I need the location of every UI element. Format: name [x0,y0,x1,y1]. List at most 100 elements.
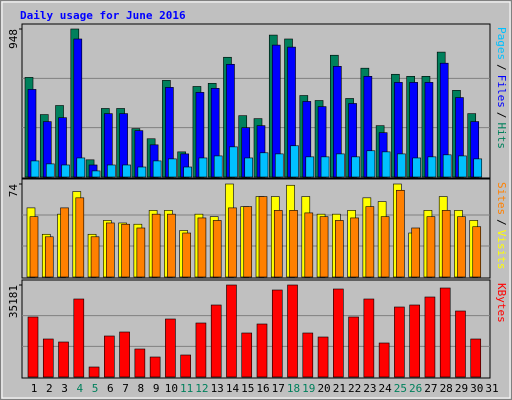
x-tick-label: 4 [76,382,83,395]
x-tick-label: 15 [241,382,254,395]
bar [378,342,390,378]
bar [106,222,115,278]
bar [439,287,451,378]
x-tick-label: 28 [440,382,453,395]
bar [381,151,391,178]
bar [305,156,315,178]
x-tick-label: 16 [256,382,269,395]
x-tick-label: 23 [363,382,376,395]
bar [195,322,207,378]
bar [317,336,329,378]
bar [473,158,483,178]
bar [167,213,176,278]
bar [335,220,344,278]
bar [442,154,452,178]
x-tick-label: 19 [302,382,315,395]
bar [180,354,191,378]
bar [136,227,146,278]
bar [122,164,131,178]
x-tick-label: 18 [287,382,300,395]
bar [88,366,100,378]
legend: Sites / Visits [495,182,508,270]
bar [290,145,299,178]
legend: Pages / Files / Hits [495,27,508,149]
bar [210,304,222,378]
bar [319,216,329,278]
bar [197,217,207,278]
bar [107,164,116,178]
bar [302,332,314,378]
x-tick-label: 24 [379,382,393,395]
bar [183,166,192,178]
bar [244,157,254,178]
bar [151,213,161,278]
x-tick-label: 5 [92,382,99,395]
bar [380,216,390,278]
x-tick-label: 2 [46,382,53,395]
bar [394,306,405,378]
legend-separator: / [495,219,508,226]
bar [289,210,298,278]
legend-entry: Hits [495,123,508,150]
legend-entry: Visits [495,230,508,270]
bar [241,332,253,378]
x-tick-label: 30 [470,382,483,395]
legend-entry: Files [495,75,508,108]
bar [76,157,86,178]
bar [304,212,314,278]
bar [137,166,147,178]
bar [165,318,176,378]
bar [168,158,177,178]
bar [365,206,375,278]
x-tick-label: 8 [138,382,145,395]
bar [45,163,55,178]
bar [229,146,238,178]
bar [409,304,420,378]
x-tick-label: 6 [107,382,114,395]
bar [256,323,268,378]
bar [397,153,406,178]
bar [58,341,69,378]
bar [458,155,467,178]
bar [441,210,451,278]
bar [259,152,269,178]
bar [243,206,253,278]
bar [121,223,130,278]
y-tick-label: 35181 [7,285,20,318]
bar [287,284,298,378]
bar [426,216,436,278]
bar [457,216,466,278]
bar [30,160,40,178]
bar [350,217,359,278]
bar [213,155,223,178]
bar [149,356,161,378]
bar [336,153,345,178]
legend-entry: Sites [495,182,508,215]
bar [363,298,375,378]
bar [75,197,85,278]
x-tick-label: 20 [317,382,330,395]
bar [134,348,146,378]
x-tick-label: 1 [31,382,38,395]
bar [411,227,420,278]
x-tick-label: 9 [153,382,160,395]
bar [273,210,283,278]
bar [427,156,437,178]
x-tick-label: 10 [165,382,178,395]
bar [351,156,360,178]
x-tick-label: 21 [333,382,346,395]
bar [27,316,39,378]
x-tick-label: 25 [394,382,407,395]
x-tick-label: 3 [61,382,68,395]
bar [226,284,237,378]
bar [60,207,69,278]
bar [472,226,482,278]
bar [42,338,54,378]
x-tick-label: 22 [348,382,361,395]
bar [348,316,359,378]
legend: KBytes [495,283,508,323]
bar [198,157,208,178]
bar [73,38,83,178]
bar [73,298,85,378]
